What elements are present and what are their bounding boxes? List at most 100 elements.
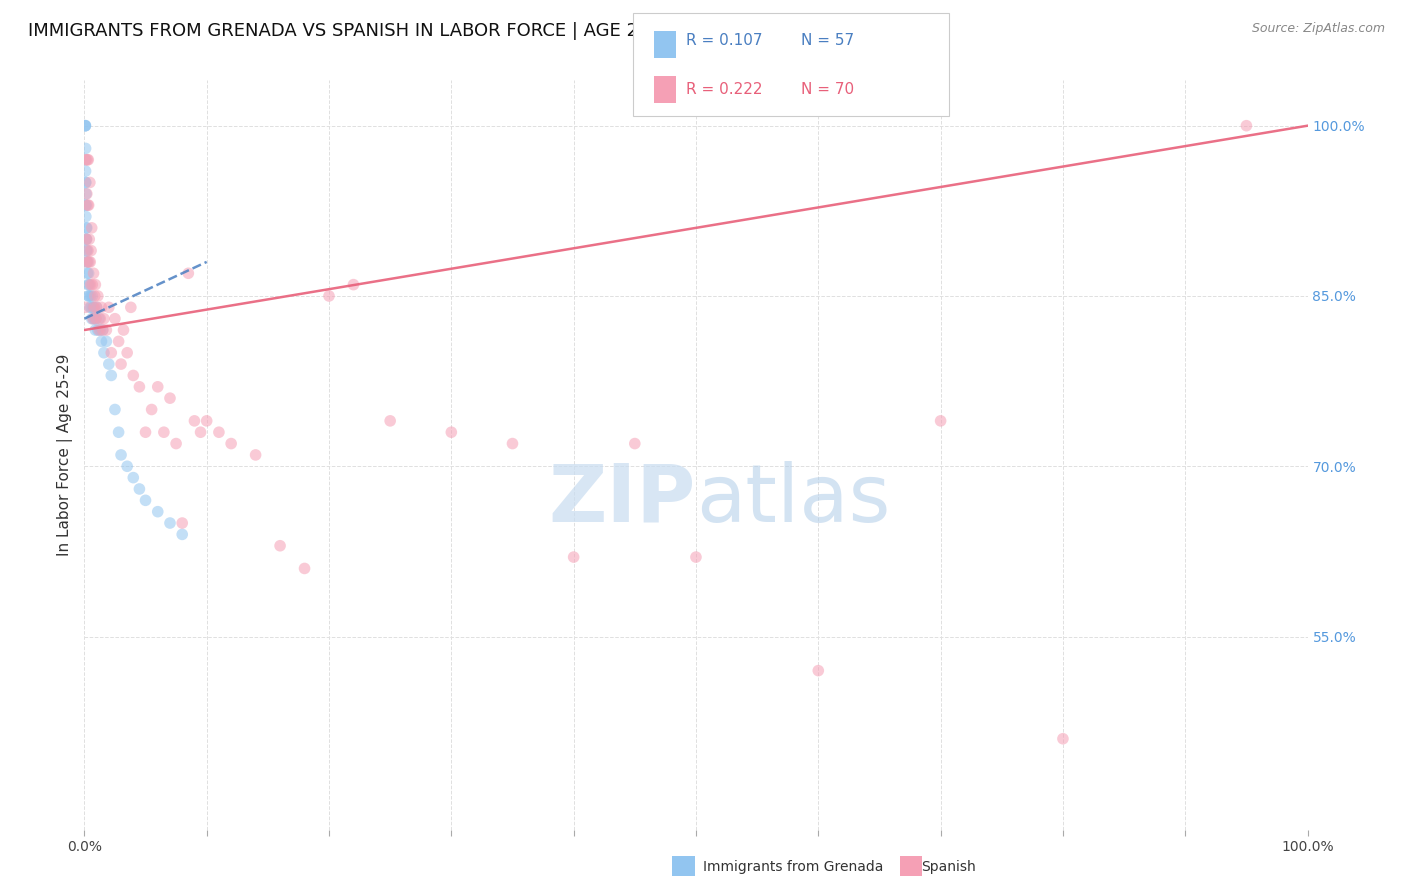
- Point: [82, 311, 104, 326]
- Point: [75, 232, 97, 246]
- Point: [75, 176, 97, 190]
- Point: [96, 323, 118, 337]
- Text: Immigrants from Grenada: Immigrants from Grenada: [703, 860, 883, 874]
- Point: [82, 277, 104, 292]
- Point: [77, 277, 100, 292]
- Point: [177, 266, 200, 280]
- Point: [77, 232, 100, 246]
- Point: [146, 380, 169, 394]
- Point: [80, 244, 103, 258]
- Point: [90, 334, 112, 349]
- Point: [122, 470, 145, 484]
- Point: [87, 311, 110, 326]
- Point: [76, 186, 98, 201]
- Point: [97, 357, 120, 371]
- Point: [1052, 731, 1074, 746]
- Text: N = 70: N = 70: [801, 82, 855, 96]
- Point: [80, 220, 103, 235]
- Point: [77, 289, 100, 303]
- Point: [77, 255, 100, 269]
- Point: [76, 198, 98, 212]
- Point: [110, 357, 132, 371]
- Point: [96, 334, 118, 349]
- Point: [75, 153, 97, 167]
- Point: [208, 425, 231, 440]
- Text: N = 57: N = 57: [801, 33, 855, 47]
- Point: [76, 266, 98, 280]
- Point: [159, 391, 181, 405]
- Point: [83, 289, 105, 303]
- Point: [135, 493, 157, 508]
- Text: R = 0.222: R = 0.222: [686, 82, 762, 96]
- Point: [76, 153, 98, 167]
- Point: [76, 220, 98, 235]
- Point: [77, 153, 100, 167]
- Point: [80, 311, 103, 326]
- Point: [75, 119, 97, 133]
- Text: Spanish: Spanish: [921, 860, 976, 874]
- Point: [502, 436, 524, 450]
- Text: IMMIGRANTS FROM GRENADA VS SPANISH IN LABOR FORCE | AGE 25-29 CORRELATION CHART: IMMIGRANTS FROM GRENADA VS SPANISH IN LA…: [28, 22, 880, 40]
- Point: [93, 345, 115, 359]
- Point: [128, 380, 150, 394]
- Point: [75, 198, 97, 212]
- Point: [75, 119, 97, 133]
- Point: [77, 198, 100, 212]
- Point: [107, 425, 129, 440]
- Point: [80, 301, 103, 315]
- Point: [75, 232, 97, 246]
- Point: [76, 244, 98, 258]
- Point: [342, 277, 364, 292]
- Point: [89, 323, 111, 337]
- Point: [104, 402, 127, 417]
- Point: [146, 505, 169, 519]
- Point: [141, 402, 163, 417]
- Point: [440, 425, 463, 440]
- Point: [100, 345, 122, 359]
- Point: [76, 255, 98, 269]
- Point: [135, 425, 157, 440]
- Point: [79, 289, 101, 303]
- Point: [83, 311, 105, 326]
- Point: [83, 311, 105, 326]
- Point: [79, 301, 101, 315]
- Point: [91, 323, 114, 337]
- Point: [183, 414, 205, 428]
- Point: [159, 516, 181, 530]
- Point: [219, 436, 242, 450]
- Point: [75, 141, 97, 155]
- Point: [100, 368, 122, 383]
- Point: [79, 176, 101, 190]
- Point: [75, 301, 97, 315]
- Point: [685, 550, 707, 565]
- Point: [245, 448, 267, 462]
- Point: [76, 255, 98, 269]
- Point: [562, 550, 585, 565]
- Point: [115, 345, 138, 359]
- Point: [75, 119, 97, 133]
- Point: [79, 255, 101, 269]
- Point: [79, 277, 101, 292]
- Point: [75, 153, 97, 167]
- Point: [82, 301, 104, 315]
- Text: R = 0.107: R = 0.107: [686, 33, 762, 47]
- Point: [87, 323, 110, 337]
- Point: [84, 323, 107, 337]
- Point: [90, 301, 112, 315]
- Point: [84, 311, 107, 326]
- Point: [93, 311, 115, 326]
- Point: [89, 311, 111, 326]
- Point: [87, 323, 110, 337]
- Point: [104, 311, 127, 326]
- Point: [1236, 119, 1258, 133]
- Point: [86, 301, 108, 315]
- Point: [807, 664, 830, 678]
- Point: [929, 414, 952, 428]
- Point: [128, 482, 150, 496]
- Point: [75, 176, 97, 190]
- Point: [75, 210, 97, 224]
- Point: [380, 414, 402, 428]
- Point: [77, 277, 100, 292]
- Text: atlas: atlas: [696, 461, 890, 539]
- Point: [153, 425, 176, 440]
